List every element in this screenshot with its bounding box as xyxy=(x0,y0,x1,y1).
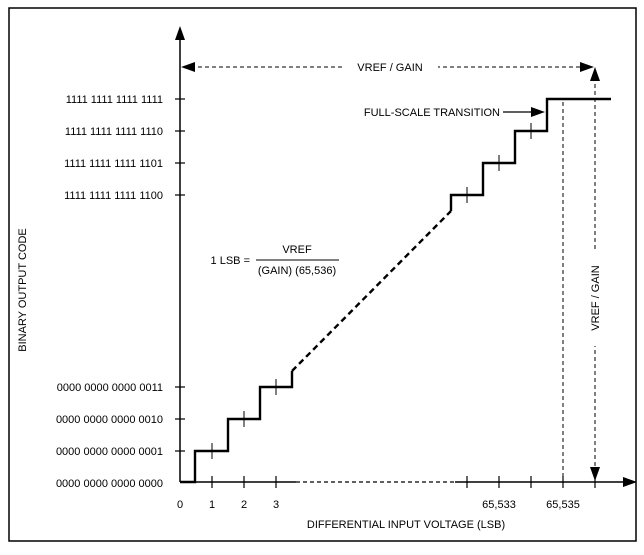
x-label-65533: 65,533 xyxy=(482,499,516,511)
x-axis-arrow xyxy=(623,477,637,487)
y-axis-title: BINARY OUTPUT CODE xyxy=(17,228,29,351)
side-span-arrow-bottom xyxy=(590,467,600,481)
y-axis-arrow xyxy=(175,26,185,40)
top-span-arrow-right xyxy=(580,62,594,72)
full-scale-arrow-head xyxy=(531,107,545,117)
top-span-label-bg xyxy=(342,58,438,75)
x-ticks xyxy=(211,476,596,488)
y-ticks xyxy=(175,98,185,452)
x-label-3: 3 xyxy=(273,499,279,511)
y-label-fffe: 1111 1111 1111 1110 xyxy=(65,126,163,138)
y-label-0003: 0000 0000 0000 0011 xyxy=(57,382,163,394)
y-label-fffc: 1111 1111 1111 1100 xyxy=(64,190,163,202)
lsb-equation-numerator: VREF xyxy=(282,244,312,256)
x-tick-labels: 0 1 2 3 65,533 65,535 xyxy=(177,499,580,511)
side-span-arrow-top xyxy=(590,67,600,81)
side-span-label: VREF / GAIN xyxy=(590,265,602,330)
y-label-0000: 0000 0000 0000 0000 xyxy=(56,478,163,490)
x-label-0: 0 xyxy=(177,499,183,511)
lsb-equation-denominator: (GAIN) (65,536) xyxy=(258,265,336,277)
y-label-0002: 0000 0000 0000 0010 xyxy=(56,414,163,426)
x-axis-title: DIFFERENTIAL INPUT VOLTAGE (LSB) xyxy=(307,519,505,531)
y-label-ffff: 1111 1111 1111 1111 xyxy=(66,94,163,106)
side-span-label-bg xyxy=(588,250,602,346)
x-label-2: 2 xyxy=(241,499,247,511)
x-label-65535: 65,535 xyxy=(546,499,580,511)
transfer-staircase-upper xyxy=(449,97,611,211)
x-label-1: 1 xyxy=(209,499,215,511)
transfer-staircase-lower xyxy=(180,371,294,484)
transfer-dashed-middle xyxy=(291,210,452,372)
y-label-0001: 0000 0000 0000 0001 xyxy=(56,446,163,458)
y-tick-labels: 1111 1111 1111 1111 1111 1111 1111 1110 … xyxy=(56,94,163,490)
y-label-fffd: 1111 1111 1111 1101 xyxy=(64,158,163,170)
figure-border xyxy=(8,7,637,542)
full-scale-label: FULL-SCALE TRANSITION xyxy=(364,107,500,119)
top-span-label: VREF / GAIN xyxy=(357,62,422,74)
midpoint-ticks xyxy=(211,123,532,459)
lsb-equation-lhs: 1 LSB = xyxy=(211,255,250,267)
top-span-arrow-left xyxy=(181,62,195,72)
